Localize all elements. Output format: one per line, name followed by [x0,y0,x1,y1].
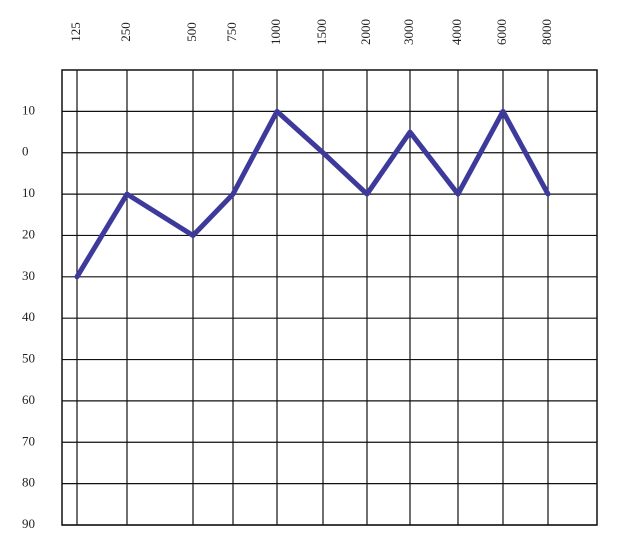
y-tick-label: 20 [22,226,35,241]
x-tick-label: 6000 [494,19,509,45]
x-tick-label: 750 [224,22,239,42]
y-tick-label: 80 [22,475,35,490]
y-tick-label: 10 [22,102,35,117]
y-tick-label: 0 [22,144,29,159]
x-tick-label: 4000 [449,19,464,45]
y-tick-label: 90 [22,516,35,531]
y-tick-label: 60 [22,392,35,407]
x-tick-label: 2000 [358,19,373,45]
x-tick-label: 250 [118,22,133,42]
x-tick-label: 500 [184,22,199,42]
x-tick-label: 1000 [268,19,283,45]
y-tick-label: 10 [22,185,35,200]
y-tick-label: 50 [22,351,35,366]
y-tick-label: 40 [22,309,35,324]
y-tick-label: 30 [22,268,35,283]
x-tick-label: 1500 [314,19,329,45]
x-tick-label: 3000 [401,19,416,45]
y-tick-label: 70 [22,433,35,448]
data-line [74,108,551,280]
x-tick-label: 125 [68,22,83,42]
x-tick-label: 8000 [539,19,554,45]
